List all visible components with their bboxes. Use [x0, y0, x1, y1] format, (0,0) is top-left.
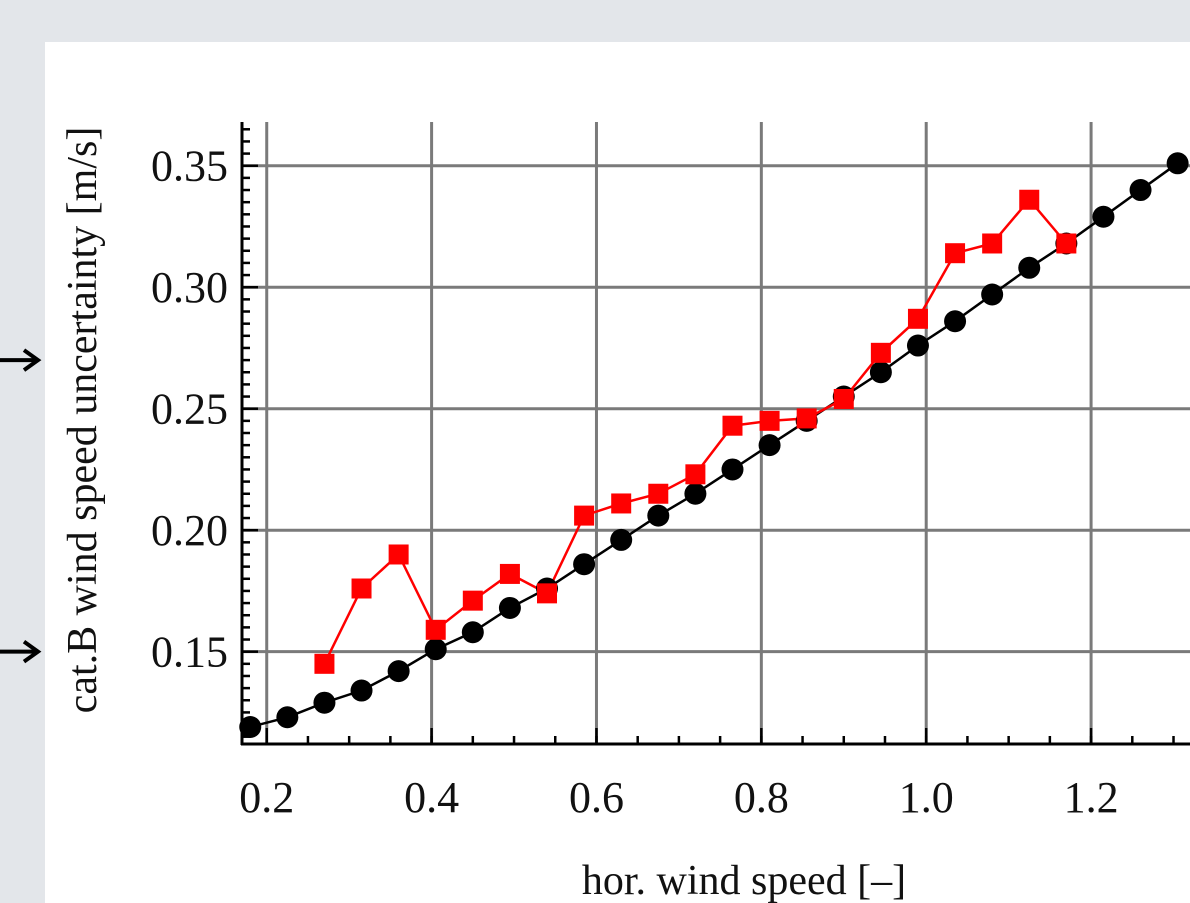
red-data-point	[833, 388, 854, 409]
right-arrow-icon	[0, 640, 42, 664]
red-data-point	[759, 410, 780, 431]
black-data-point	[721, 458, 744, 481]
black-data-point	[1166, 152, 1189, 175]
annotation-arrows	[0, 348, 42, 664]
arrow-head	[22, 640, 42, 664]
series-markers	[239, 152, 1189, 738]
black-data-point	[981, 283, 1004, 306]
black-data-point	[758, 434, 781, 457]
black-data-point	[647, 504, 670, 527]
axis-ticks	[242, 128, 1175, 744]
x-tick-labels: 0.2 0.4 0.6 0.8 1.0 1.2	[239, 773, 1118, 822]
black-data-point	[313, 691, 336, 714]
x-tick-label: 0.2	[239, 773, 294, 822]
x-tick-label: 0.8	[734, 773, 789, 822]
x-axis-label: hor. wind speed [–]	[582, 858, 906, 903]
right-arrow-icon	[0, 348, 42, 372]
y-tick-label: 0.35	[151, 142, 228, 191]
y-axis-label: cat.B wind speed uncertainty [m/s]	[60, 127, 106, 714]
arrow-head	[22, 348, 42, 372]
red-data-point	[351, 578, 372, 599]
red-data-point	[945, 243, 966, 264]
black-data-point	[869, 361, 892, 384]
black-data-point	[276, 706, 299, 729]
red-data-point	[1056, 233, 1077, 254]
y-tick-label: 0.20	[151, 506, 228, 555]
red-data-point	[1019, 189, 1040, 210]
black-data-point	[906, 334, 929, 357]
red-data-point	[388, 544, 409, 565]
black-data-point	[498, 596, 521, 619]
black-data-point	[239, 715, 262, 738]
red-data-point	[907, 308, 928, 329]
black-data-point	[944, 310, 967, 333]
black-data-point	[684, 482, 707, 505]
x-tick-label: 1.2	[1064, 773, 1119, 822]
x-tick-label: 0.6	[569, 773, 624, 822]
red-data-point	[499, 563, 520, 584]
red-data-point	[982, 233, 1003, 254]
y-tick-labels: 0.15 0.20 0.25 0.30 0.35	[151, 142, 228, 677]
x-tick-label: 0.4	[404, 773, 459, 822]
red-data-point	[722, 415, 743, 436]
red-data-point	[648, 483, 669, 504]
x-tick-label: 1.0	[899, 773, 954, 822]
red-data-point	[796, 408, 817, 429]
black-data-point	[610, 528, 633, 551]
black-data-point	[1092, 205, 1115, 228]
black-data-point	[350, 679, 373, 702]
red-data-point	[537, 583, 558, 604]
red-data-point	[462, 590, 483, 611]
red-data-point	[685, 464, 706, 485]
grid	[242, 122, 1190, 744]
red-data-point	[870, 342, 891, 363]
red-data-point	[425, 619, 446, 640]
black-data-point	[1129, 179, 1152, 202]
y-tick-label: 0.15	[151, 628, 228, 677]
y-tick-label: 0.25	[151, 385, 228, 434]
black-data-point	[1018, 256, 1041, 279]
red-data-point	[314, 653, 335, 674]
black-data-point	[387, 660, 410, 683]
red-data-point	[611, 493, 632, 514]
red-data-point	[574, 505, 595, 526]
black-data-point	[573, 553, 596, 576]
black-data-point	[461, 621, 484, 644]
y-tick-label: 0.30	[151, 263, 228, 312]
black-data-point	[424, 638, 447, 661]
plot-panel	[45, 42, 1190, 903]
